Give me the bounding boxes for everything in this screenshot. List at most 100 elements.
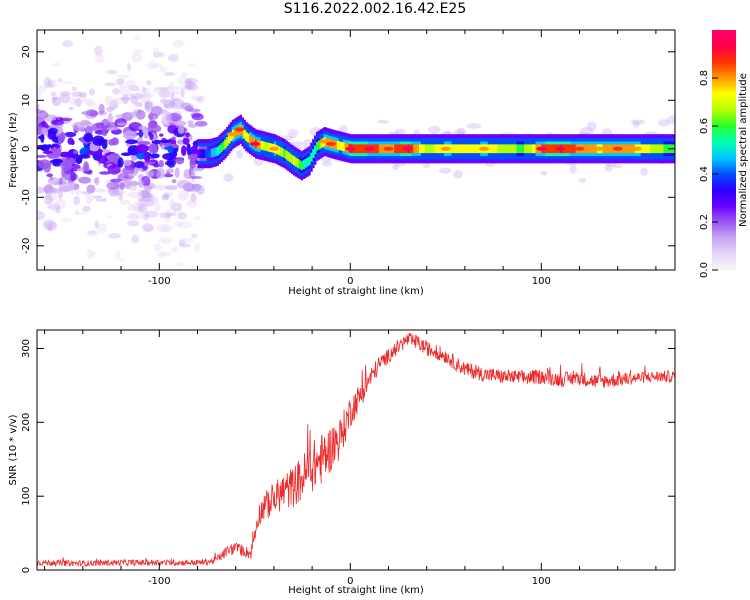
noise-blob [126, 181, 140, 187]
noise-blob [165, 209, 172, 219]
noise-blob [135, 144, 149, 154]
ridge-cell [245, 132, 248, 141]
noise-blob [55, 206, 61, 214]
noise-blob [126, 213, 140, 220]
ridge-peak [383, 146, 394, 151]
noise-blob [82, 205, 91, 213]
ridge-cell [314, 145, 317, 155]
ridge-cell [344, 143, 347, 152]
noise-blob [133, 35, 141, 41]
noise-blob [157, 250, 166, 259]
ridge-cell [627, 144, 630, 154]
ridge-cell [222, 141, 225, 151]
noise-blob [159, 212, 172, 219]
spectrogram-xlabel: Height of straight line (km) [288, 286, 424, 297]
noise-blob [62, 40, 73, 48]
noise-blob [47, 129, 57, 140]
ridge-cell [547, 144, 550, 154]
noise-blob [156, 223, 170, 233]
ridge-cell [522, 144, 525, 154]
ridge-cell [197, 149, 200, 158]
ridge-cell [249, 135, 252, 144]
x-tick-label: 0 [347, 576, 353, 587]
haze-blob [428, 125, 441, 134]
noise-blob [37, 210, 46, 221]
ridge-cell [642, 144, 645, 154]
ridge-cell [438, 144, 441, 154]
noise-blob [187, 123, 198, 128]
ridge-peak [234, 127, 245, 132]
ridge-cell [356, 144, 359, 154]
ridge-cell [419, 144, 422, 154]
ridge-cell [646, 144, 649, 154]
noise-blob [191, 233, 198, 238]
ridge-cell [451, 144, 454, 154]
ridge-cell [625, 144, 628, 154]
noise-blob [50, 146, 62, 158]
noise-blob [80, 98, 95, 103]
ridge-cell [373, 144, 376, 154]
ridge-cell [428, 144, 432, 154]
y-tick-label: -20 [21, 238, 32, 254]
ridge-cell [648, 144, 651, 154]
noise-blob [158, 160, 164, 168]
noise-blob [138, 179, 144, 189]
noise-blob [37, 144, 48, 150]
ridge-cell [340, 142, 344, 151]
noise-blob [127, 220, 140, 227]
ridge-cell [550, 144, 554, 154]
y-tick-label: 0 [21, 567, 32, 573]
haze-blob [321, 157, 332, 163]
snr-line [37, 332, 675, 568]
noise-blob [152, 46, 160, 58]
noise-blob [137, 202, 148, 214]
noise-blob [51, 96, 59, 100]
ridge-cell [424, 144, 428, 154]
ridge-cell [208, 149, 212, 158]
ridge-cell [317, 140, 321, 150]
ridge-cell [354, 144, 357, 154]
noise-blob [96, 223, 107, 234]
noise-blob [163, 72, 176, 76]
noise-blob [171, 246, 179, 253]
noise-blob [37, 186, 46, 194]
noise-blob [134, 102, 143, 107]
ridge-cell [210, 148, 214, 158]
ridge-cell [650, 144, 653, 154]
noise-blob [87, 230, 98, 234]
noise-blob [181, 145, 187, 157]
noise-blob [85, 101, 96, 107]
ridge-cell [453, 144, 456, 154]
haze-blob [466, 123, 482, 129]
ridge-cell [279, 147, 283, 156]
noise-blob [154, 108, 168, 115]
noise-blob [115, 78, 125, 85]
figure-title: S116.2022.002.16.42.E25 [283, 1, 467, 17]
y-tick-label: 20 [21, 45, 32, 58]
noise-blob [186, 143, 191, 153]
haze-blob [657, 119, 670, 127]
noise-blob [184, 105, 194, 112]
noise-blob [86, 248, 94, 260]
noise-blob [114, 114, 126, 119]
ridge-cell [436, 144, 439, 154]
ridge-cell [665, 144, 668, 154]
ridge-cell [310, 152, 313, 162]
noise-blob [130, 92, 144, 100]
ridge-cell [396, 144, 399, 154]
noise-blob [85, 232, 99, 237]
noise-blob [78, 91, 87, 99]
noise-blob [159, 66, 168, 73]
ridge-cell [524, 144, 527, 154]
ridge-peak [612, 146, 623, 151]
noise-blob [134, 161, 145, 169]
ridge-cell [417, 144, 420, 154]
ridge-cell [514, 144, 517, 154]
haze-blob [321, 160, 333, 167]
noise-blob [125, 79, 136, 88]
noise-blob [37, 85, 47, 93]
y-tick-label: 0 [21, 146, 32, 152]
ridge-cell [604, 144, 607, 154]
noise-blob [170, 92, 175, 100]
ridge-cell [472, 144, 475, 154]
